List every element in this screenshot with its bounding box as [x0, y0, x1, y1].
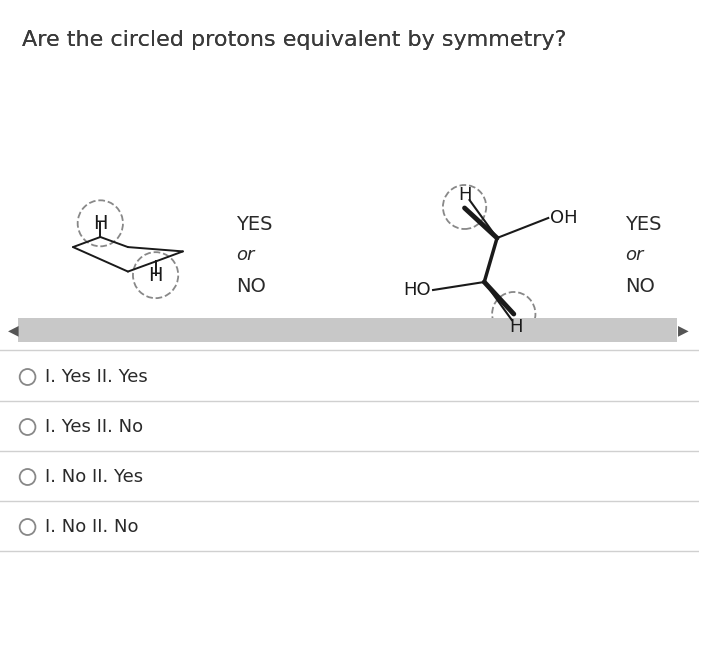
Text: ▶: ▶ [678, 323, 689, 337]
Text: YES: YES [236, 215, 273, 235]
Text: H: H [93, 214, 108, 233]
Text: YES: YES [625, 215, 662, 235]
Text: H: H [509, 318, 523, 336]
Text: Are the circled protons equivalent by symmetry?: Are the circled protons equivalent by sy… [21, 30, 566, 50]
Text: OH: OH [550, 209, 578, 227]
Text: or: or [236, 246, 255, 264]
Text: Are the circled protons equivalent by symmetry?: Are the circled protons equivalent by sy… [21, 30, 566, 50]
Text: NO: NO [236, 277, 266, 297]
Text: or: or [625, 246, 643, 264]
Text: I. Yes II. No: I. Yes II. No [45, 418, 143, 436]
Text: I. No II. Yes: I. No II. Yes [45, 468, 143, 486]
Text: I. Yes II. Yes: I. Yes II. Yes [45, 368, 148, 386]
Text: ◀: ◀ [8, 323, 18, 337]
Text: H: H [148, 266, 163, 284]
Text: H: H [458, 186, 471, 204]
Text: I. No II. No: I. No II. No [45, 518, 138, 536]
Text: HO: HO [403, 281, 431, 299]
Text: NO: NO [625, 277, 655, 297]
FancyBboxPatch shape [18, 318, 677, 342]
